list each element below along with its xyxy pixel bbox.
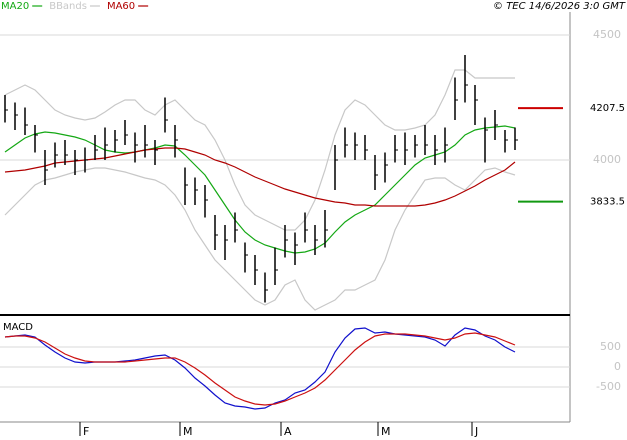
y-tick-label: -500 — [596, 380, 621, 393]
macd-line — [4, 327, 516, 410]
legend-label: BBands — [49, 1, 87, 12]
x-tick-label: M — [183, 425, 193, 438]
source: © TEC 14/6/2026 3:0 GMT — [493, 1, 626, 12]
y-tick-label: 0 — [614, 360, 621, 373]
band-lower — [4, 167, 516, 311]
x-tick-label: M — [381, 425, 391, 438]
x-tick-label: J — [474, 425, 478, 438]
y-tick-label: 4000 — [593, 153, 621, 166]
y-tick-label: 500 — [600, 340, 621, 353]
legend-label: MA60 — [107, 1, 135, 12]
ma-line — [4, 125, 516, 254]
macd-title: MACD — [3, 322, 33, 333]
band-upper — [4, 69, 515, 231]
level-label: 4207.5 — [590, 103, 625, 114]
x-tick-label: F — [83, 425, 89, 438]
ma-line — [4, 147, 516, 207]
y-tick-label: 4500 — [593, 28, 621, 41]
legend-label: MA20 — [1, 1, 29, 12]
x-tick-label: A — [284, 425, 292, 438]
level-label: 3833.5 — [590, 197, 625, 208]
macd-line — [4, 332, 516, 406]
